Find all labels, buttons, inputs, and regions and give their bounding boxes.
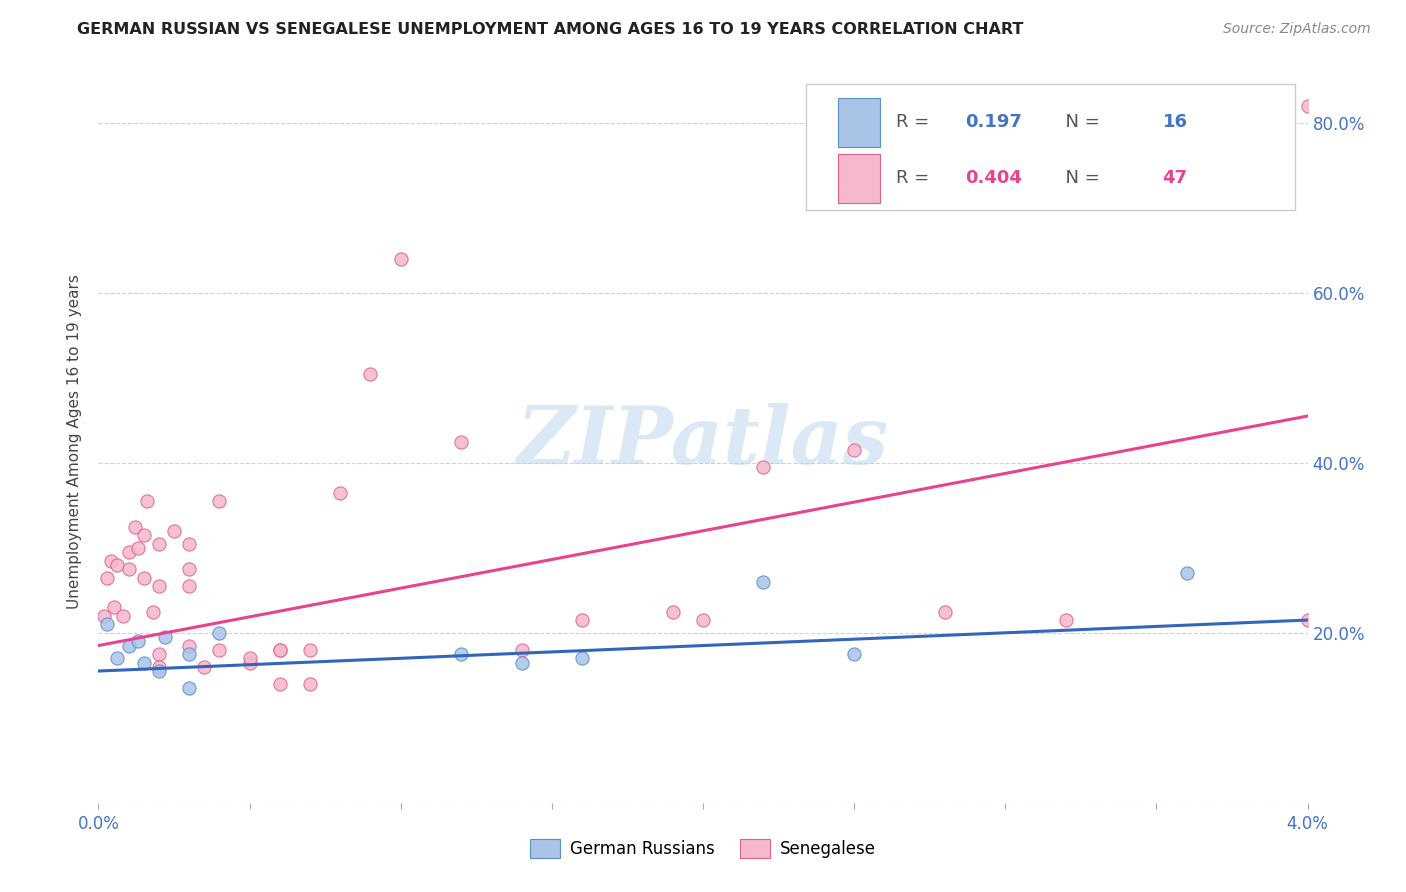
Point [1296,99,1319,113]
Point [1175,566,1198,581]
Point [132,570,155,584]
Point [934,605,956,619]
Point [1054,613,1077,627]
Point [844,443,866,458]
Point [179,536,201,550]
Point [360,367,382,381]
Point [193,660,215,674]
Point [208,625,231,640]
Point [269,642,291,657]
Point [239,651,262,665]
Point [752,460,775,475]
FancyBboxPatch shape [838,154,880,202]
Point [1296,613,1319,627]
Point [127,634,149,648]
Text: GERMAN RUSSIAN VS SENEGALESE UNEMPLOYMENT AMONG AGES 16 TO 19 YEARS CORRELATION : GERMAN RUSSIAN VS SENEGALESE UNEMPLOYMEN… [77,22,1024,37]
Point [127,541,149,555]
Point [510,642,533,657]
Text: 16: 16 [1163,113,1188,131]
Text: 0.404: 0.404 [966,169,1022,187]
Text: R =: R = [897,169,941,187]
Legend: German Russians, Senegalese: German Russians, Senegalese [522,830,884,867]
Text: ZIPatlas: ZIPatlas [517,403,889,480]
Text: Source: ZipAtlas.com: Source: ZipAtlas.com [1223,22,1371,37]
Y-axis label: Unemployment Among Ages 16 to 19 years: Unemployment Among Ages 16 to 19 years [67,274,83,609]
Text: N =: N = [1053,169,1111,187]
Text: 0.197: 0.197 [966,113,1022,131]
Point [111,608,134,623]
Point [510,656,533,670]
Point [148,579,170,593]
Point [450,434,472,449]
Point [179,681,201,695]
Point [135,494,157,508]
Point [571,651,593,665]
Point [571,613,593,627]
Point [148,660,170,674]
Point [299,677,322,691]
Text: R =: R = [897,113,941,131]
Point [299,642,322,657]
Point [179,562,201,576]
Point [105,558,128,572]
Point [450,647,472,661]
Point [208,642,231,657]
Point [269,677,291,691]
FancyBboxPatch shape [806,84,1295,211]
Text: 47: 47 [1163,169,1188,187]
FancyBboxPatch shape [838,98,880,146]
Point [389,252,412,266]
Point [239,656,262,670]
Point [269,642,291,657]
Point [142,605,165,619]
Point [148,647,170,661]
Point [179,639,201,653]
Point [661,605,683,619]
Point [132,528,155,542]
Point [100,553,122,567]
Point [96,617,118,632]
Point [329,485,352,500]
Point [103,600,125,615]
Point [118,545,141,559]
Point [124,519,146,533]
Point [153,630,176,644]
Point [752,574,775,589]
Point [179,579,201,593]
Point [132,656,155,670]
Point [179,647,201,661]
Point [96,570,118,584]
Point [118,562,141,576]
Text: N =: N = [1053,113,1111,131]
Point [163,524,186,538]
Point [692,613,714,627]
Point [105,651,128,665]
Point [118,639,141,653]
Point [93,608,115,623]
Point [148,536,170,550]
Point [148,664,170,678]
Point [208,494,231,508]
Point [844,647,866,661]
